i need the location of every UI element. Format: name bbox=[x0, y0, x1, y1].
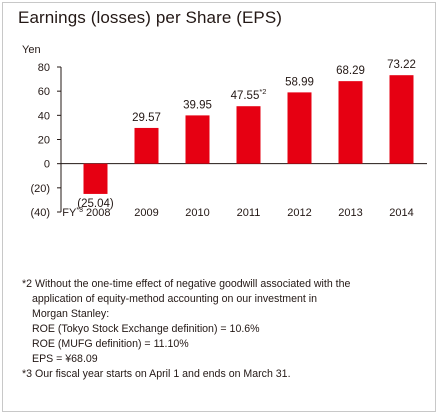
data-label: 47.55*2 bbox=[231, 87, 267, 102]
data-label: 58.99 bbox=[285, 76, 314, 88]
bar bbox=[134, 127, 159, 164]
y-tick-label: (40) bbox=[30, 207, 50, 219]
y-tick-label: 60 bbox=[38, 86, 50, 98]
category-label: 2011 bbox=[237, 207, 261, 219]
y-tick-label: 80 bbox=[38, 62, 50, 74]
y-axis-label: Yen bbox=[22, 44, 41, 56]
bars bbox=[83, 75, 414, 194]
category-label: 2014 bbox=[389, 207, 413, 219]
data-label: 73.22 bbox=[387, 59, 416, 71]
chart-frame bbox=[2, 2, 436, 412]
bar bbox=[236, 106, 261, 164]
category-label: 2012 bbox=[287, 207, 311, 219]
axes: (40) (20) 0 20 40 60 80 bbox=[30, 62, 427, 219]
footnote-2-text: Without the one-time effect of negative … bbox=[34, 278, 351, 290]
category-label: 2013 bbox=[338, 207, 362, 219]
fy-year: 2008 bbox=[83, 207, 111, 219]
data-label: (25.04) bbox=[77, 198, 114, 210]
labels: (25.04)FY*3 2008 29.57 2009 39.95 2010 47.55*… bbox=[62, 59, 416, 219]
y-tick-label: 40 bbox=[38, 110, 50, 122]
data-label: 39.95 bbox=[183, 99, 212, 111]
footnote-2-line-0: *2 Without the one-time effect of negati… bbox=[22, 277, 422, 292]
bar bbox=[389, 75, 414, 164]
eps-bar-chart: Yen (40) (20) 0 20 40 60 80 (25.04)FY*3 2008 29… bbox=[22, 44, 427, 219]
footnote-2-line-3: ROE (Tokyo Stock Exchange definition) = … bbox=[32, 323, 260, 335]
bar bbox=[185, 115, 210, 164]
fy-prefix: FY bbox=[62, 207, 77, 219]
data-label: 29.57 bbox=[132, 112, 161, 124]
category-label: 2010 bbox=[185, 207, 209, 219]
category-label: 2009 bbox=[134, 207, 158, 219]
footnote-3-marker: *3 bbox=[22, 368, 33, 380]
footnotes: *2 Without the one-time effect of negati… bbox=[22, 277, 422, 382]
fy-superscript: *3 bbox=[76, 207, 83, 214]
bar bbox=[338, 81, 363, 164]
footnote-2-marker: *2 bbox=[22, 278, 33, 290]
bar bbox=[83, 163, 108, 194]
footnote-2-line-2: Morgan Stanley: bbox=[32, 308, 110, 320]
footnote-2-line-5: EPS = ¥68.09 bbox=[32, 353, 98, 365]
category-label: FY*3 2008 bbox=[62, 207, 110, 219]
bar bbox=[287, 92, 312, 164]
footnote-2-line-4: ROE (MUFG definition) = 11.10% bbox=[32, 338, 189, 350]
footnote-3: *3 Our fiscal year starts on April 1 and… bbox=[22, 367, 422, 382]
data-label-superscript: *2 bbox=[259, 87, 266, 96]
y-tick-label: 0 bbox=[44, 159, 50, 171]
footnote-2-line-1: application of equity-method accounting … bbox=[32, 293, 318, 305]
chart-title: Earnings (losses) per Share (EPS) bbox=[18, 8, 283, 27]
y-tick-label: 20 bbox=[38, 135, 50, 147]
data-label: 68.29 bbox=[336, 65, 365, 77]
y-tick-label: (20) bbox=[30, 183, 50, 195]
footnote-3-text: Our fiscal year starts on April 1 and en… bbox=[34, 368, 291, 380]
